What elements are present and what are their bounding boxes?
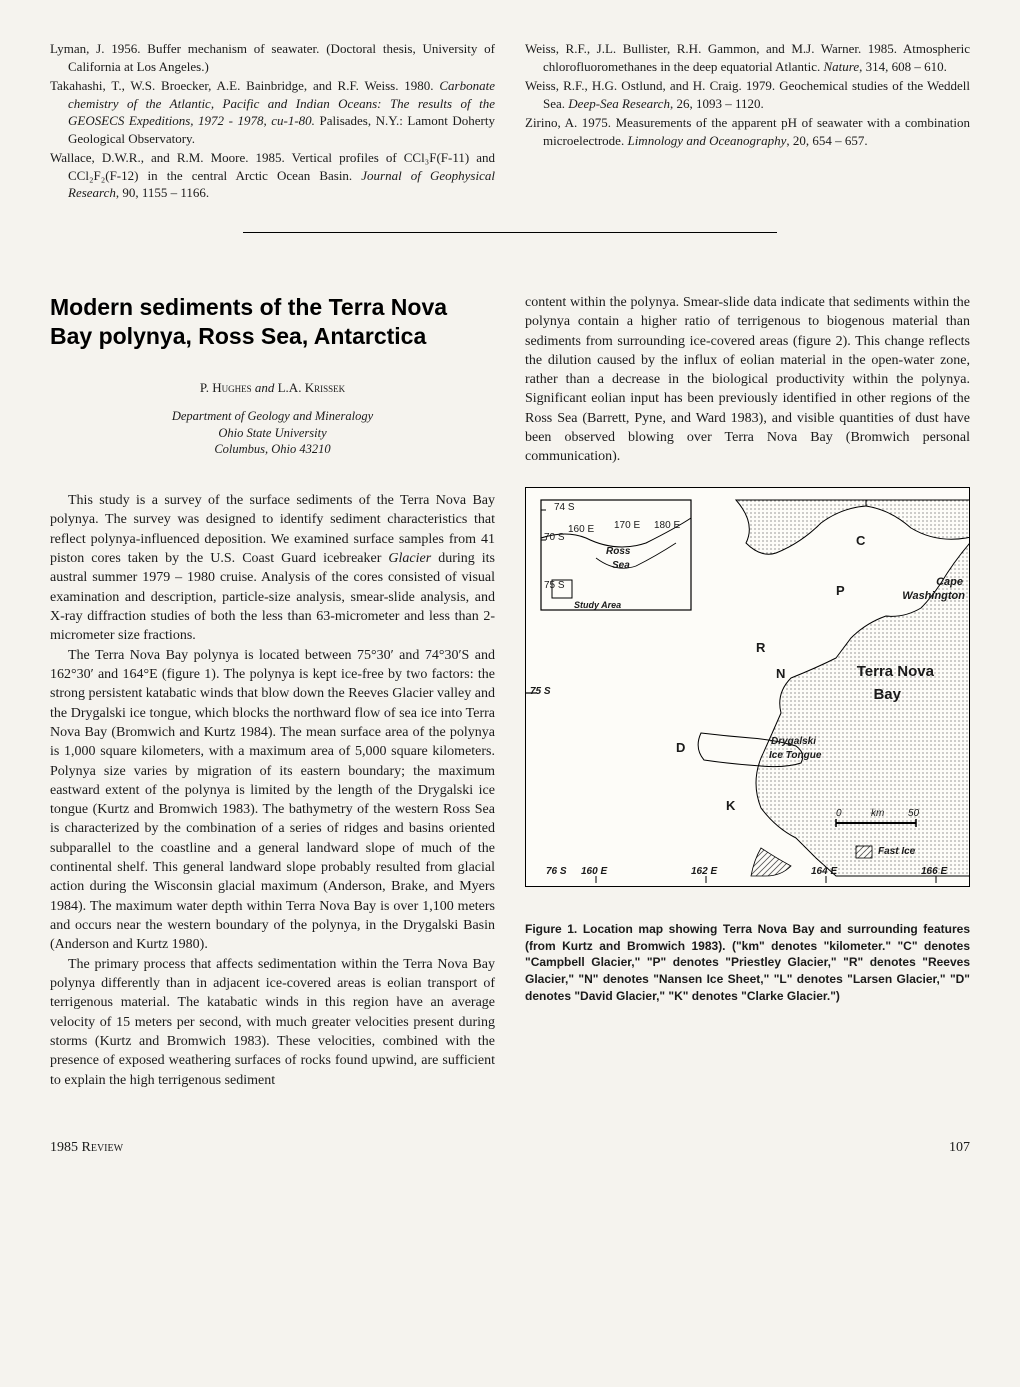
body-paragraph: This study is a survey of the surface se… xyxy=(50,491,495,646)
map-label-terranova: Terra Nova xyxy=(857,663,934,680)
map-scale-fifty: 50 xyxy=(908,808,919,819)
map-bottom-lon: 162 E xyxy=(691,866,717,877)
left-column: Modern sediments of the Terra Nova Bay p… xyxy=(50,293,495,1090)
ref-item: Zirino, A. 1975. Measurements of the app… xyxy=(525,114,970,149)
body-paragraph: content within the polynya. Smear-slide … xyxy=(525,293,970,467)
page-number: 107 xyxy=(949,1140,970,1156)
map-legend-fastice: Fast Ice xyxy=(878,846,915,857)
map-label-study: Study Area xyxy=(574,600,621,610)
map-label-glacier-c: C xyxy=(856,533,865,548)
section-divider xyxy=(243,232,777,233)
affil-line: Columbus, Ohio 43210 xyxy=(214,442,330,456)
body-paragraph: The primary process that affects sedimen… xyxy=(50,955,495,1090)
map-label-lat: 70 S xyxy=(544,532,565,543)
map-bottom-lon: 164 E xyxy=(811,866,837,877)
map-label-bay: Bay xyxy=(873,686,901,703)
right-column: content within the polynya. Smear-slide … xyxy=(525,293,970,1090)
map-label-lon: 180 E xyxy=(654,520,680,531)
map-label-icetongue: Ice Tongue xyxy=(769,750,821,761)
footer-left: 1985 Review xyxy=(50,1140,123,1156)
body-paragraph: The Terra Nova Bay polynya is located be… xyxy=(50,646,495,955)
map-label-glacier-n: N xyxy=(776,666,785,681)
map-label-glacier-k: K xyxy=(726,798,735,813)
map-label-ross: Ross xyxy=(606,546,630,557)
map-bottom-lat: 76 S xyxy=(546,866,567,877)
affil-line: Ohio State University xyxy=(218,426,326,440)
ref-item: Wallace, D.W.R., and R.M. Moore. 1985. V… xyxy=(50,149,495,202)
figure-1-map: 74 S 160 E 170 E 180 E 70 S Ross Sea 75 … xyxy=(525,487,970,887)
refs-left-col: Lyman, J. 1956. Buffer mechanism of seaw… xyxy=(50,40,495,204)
ref-item: Takahashi, T., W.S. Broecker, A.E. Bainb… xyxy=(50,77,495,147)
map-label-cape: Cape xyxy=(936,576,963,588)
article-body: Modern sediments of the Terra Nova Bay p… xyxy=(50,293,970,1090)
map-label-glacier-p: P xyxy=(836,583,845,598)
map-label-washington: Washington xyxy=(902,590,965,602)
map-label-sea: Sea xyxy=(612,560,630,571)
ref-item: Weiss, R.F., J.L. Bullister, R.H. Gammon… xyxy=(525,40,970,75)
map-label-drygalski: Drygalski xyxy=(771,736,816,747)
map-label-lat: 75 S xyxy=(544,580,565,591)
map-label-lon: 160 E xyxy=(568,524,594,535)
map-label-lat75: 75 S xyxy=(530,686,551,697)
map-bottom-lon: 160 E xyxy=(581,866,607,877)
page-footer: 1985 Review 107 xyxy=(50,1140,970,1156)
affil-line: Department of Geology and Mineralogy xyxy=(172,409,373,423)
figure-caption: Figure 1. Location map showing Terra Nov… xyxy=(525,921,970,1005)
authors: P. Hughes and L.A. Krissek xyxy=(50,380,495,396)
ref-item: Lyman, J. 1956. Buffer mechanism of seaw… xyxy=(50,40,495,75)
map-bottom-lon: 166 E xyxy=(921,866,947,877)
map-label-glacier-d: D xyxy=(676,740,685,755)
article-title: Modern sediments of the Terra Nova Bay p… xyxy=(50,293,495,351)
map-scale-zero: 0 xyxy=(836,808,842,819)
map-label-lat: 74 S xyxy=(554,502,575,513)
refs-right-col: Weiss, R.F., J.L. Bullister, R.H. Gammon… xyxy=(525,40,970,204)
map-scale-unit: km xyxy=(871,808,884,819)
map-label-glacier-r: R xyxy=(756,640,765,655)
map-label-lon: 170 E xyxy=(614,520,640,531)
affiliation: Department of Geology and Mineralogy Ohi… xyxy=(50,408,495,457)
references-block: Lyman, J. 1956. Buffer mechanism of seaw… xyxy=(50,40,970,204)
ref-item: Weiss, R.F., H.G. Ostlund, and H. Craig.… xyxy=(525,77,970,112)
